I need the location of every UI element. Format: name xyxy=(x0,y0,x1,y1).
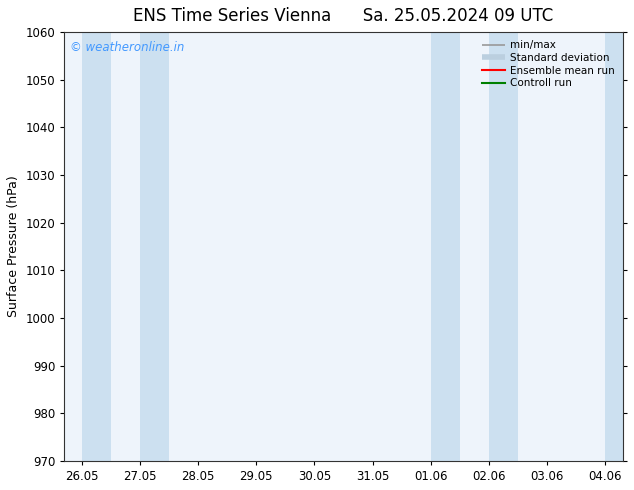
Bar xyxy=(140,32,169,461)
Y-axis label: Surface Pressure (hPa): Surface Pressure (hPa) xyxy=(7,176,20,318)
Text: © weatheronline.in: © weatheronline.in xyxy=(70,41,184,53)
Bar xyxy=(82,32,111,461)
Bar xyxy=(605,32,634,461)
Bar xyxy=(489,32,518,461)
Bar xyxy=(431,32,460,461)
Title: ENS Time Series Vienna      Sa. 25.05.2024 09 UTC: ENS Time Series Vienna Sa. 25.05.2024 09… xyxy=(134,7,553,25)
Legend: min/max, Standard deviation, Ensemble mean run, Controll run: min/max, Standard deviation, Ensemble me… xyxy=(479,37,618,91)
